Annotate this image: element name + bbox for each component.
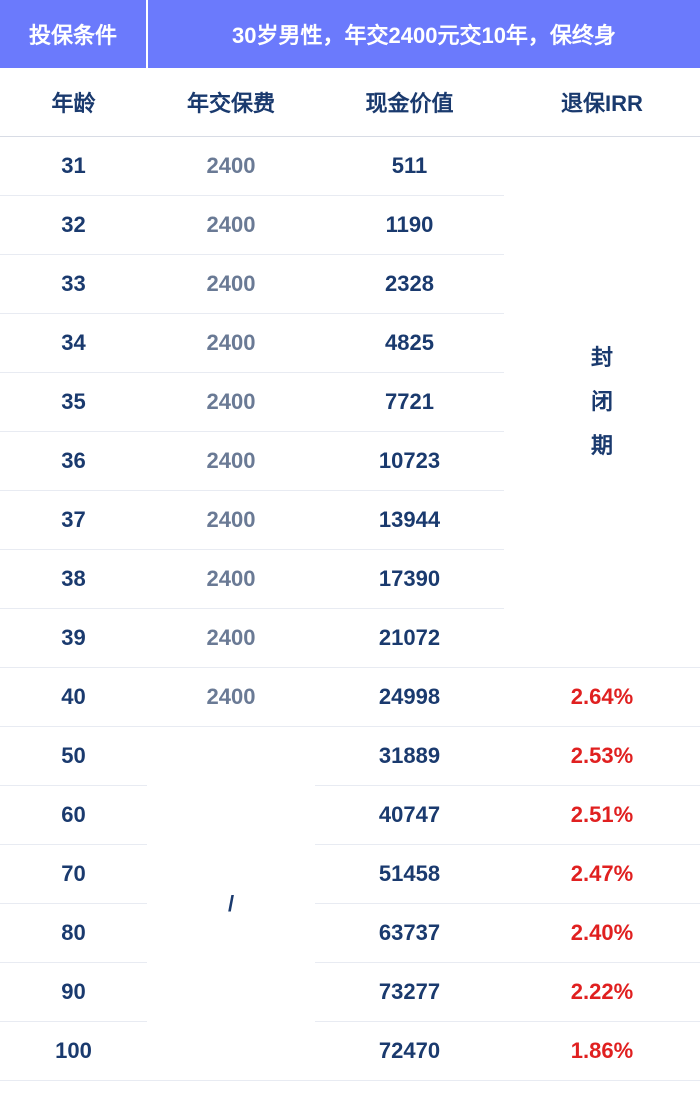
cell-cash-value: 72470	[315, 1022, 504, 1081]
table-row: 100 724701.86%	[0, 1022, 700, 1081]
cell-premium: 2400	[147, 668, 315, 727]
cell-irr: 2.40%	[504, 904, 700, 963]
cell-age: 39	[0, 609, 147, 668]
cell-cash-value: 10723	[315, 432, 504, 491]
cell-age: 60	[0, 786, 147, 845]
cell-age: 100	[0, 1022, 147, 1081]
cell-cash-value: 17390	[315, 550, 504, 609]
cell-age: 80	[0, 904, 147, 963]
cell-age: 40	[0, 668, 147, 727]
cell-cash-value: 4825	[315, 314, 504, 373]
cell-irr: 2.22%	[504, 963, 700, 1022]
cell-premium: 2400	[147, 491, 315, 550]
cell-cash-value: 2328	[315, 255, 504, 314]
cell-premium: 2400	[147, 432, 315, 491]
table-row: 60 407472.51%	[0, 786, 700, 845]
cell-age: 34	[0, 314, 147, 373]
cell-age: 38	[0, 550, 147, 609]
cell-age: 33	[0, 255, 147, 314]
cell-age: 32	[0, 196, 147, 255]
cell-premium: 2400	[147, 550, 315, 609]
cell-irr: 2.51%	[504, 786, 700, 845]
cell-age: 31	[0, 137, 147, 196]
cell-age: 35	[0, 373, 147, 432]
col-surrender-irr: 退保IRR	[504, 68, 700, 137]
cell-cash-value: 7721	[315, 373, 504, 432]
cell-cash-value: 511	[315, 137, 504, 196]
cell-cash-value: 51458	[315, 845, 504, 904]
col-cash-value: 现金价值	[315, 68, 504, 137]
header-condition-label: 投保条件	[0, 0, 147, 68]
lockup-period-cell: 封闭期	[504, 137, 700, 668]
cell-cash-value: 63737	[315, 904, 504, 963]
cell-cash-value: 31889	[315, 727, 504, 786]
cell-age: 70	[0, 845, 147, 904]
cell-irr: 1.86%	[504, 1022, 700, 1081]
cell-premium: 2400	[147, 196, 315, 255]
table-row: 90 732772.22%	[0, 963, 700, 1022]
cell-premium: 2400	[147, 373, 315, 432]
cell-cash-value: 13944	[315, 491, 504, 550]
insurance-table: 投保条件 30岁男性，年交2400元交10年，保终身 年龄 年交保费 现金价值 …	[0, 0, 700, 1081]
table-row: 402400249982.64%	[0, 668, 700, 727]
cell-age: 90	[0, 963, 147, 1022]
cell-irr: 2.47%	[504, 845, 700, 904]
cell-irr: 2.53%	[504, 727, 700, 786]
cell-cash-value: 21072	[315, 609, 504, 668]
cell-cash-value: 1190	[315, 196, 504, 255]
col-premium: 年交保费	[147, 68, 315, 137]
cell-premium: 2400	[147, 609, 315, 668]
table-row: 80 637372.40%	[0, 904, 700, 963]
cell-premium: 2400	[147, 255, 315, 314]
table-subheader-row: 年龄 年交保费 现金价值 退保IRR	[0, 68, 700, 137]
premium-empty-slash: /	[147, 727, 315, 1081]
cell-cash-value: 40747	[315, 786, 504, 845]
cell-age: 37	[0, 491, 147, 550]
cell-premium: 2400	[147, 314, 315, 373]
col-age: 年龄	[0, 68, 147, 137]
table-header-row: 投保条件 30岁男性，年交2400元交10年，保终身	[0, 0, 700, 68]
table-row: 50/318892.53%	[0, 727, 700, 786]
cell-cash-value: 73277	[315, 963, 504, 1022]
cell-age: 36	[0, 432, 147, 491]
cell-irr: 2.64%	[504, 668, 700, 727]
header-condition-value: 30岁男性，年交2400元交10年，保终身	[147, 0, 700, 68]
cell-premium: 2400	[147, 137, 315, 196]
cell-cash-value: 24998	[315, 668, 504, 727]
table-row: 70 514582.47%	[0, 845, 700, 904]
cell-age: 50	[0, 727, 147, 786]
table-row: 312400511封闭期	[0, 137, 700, 196]
